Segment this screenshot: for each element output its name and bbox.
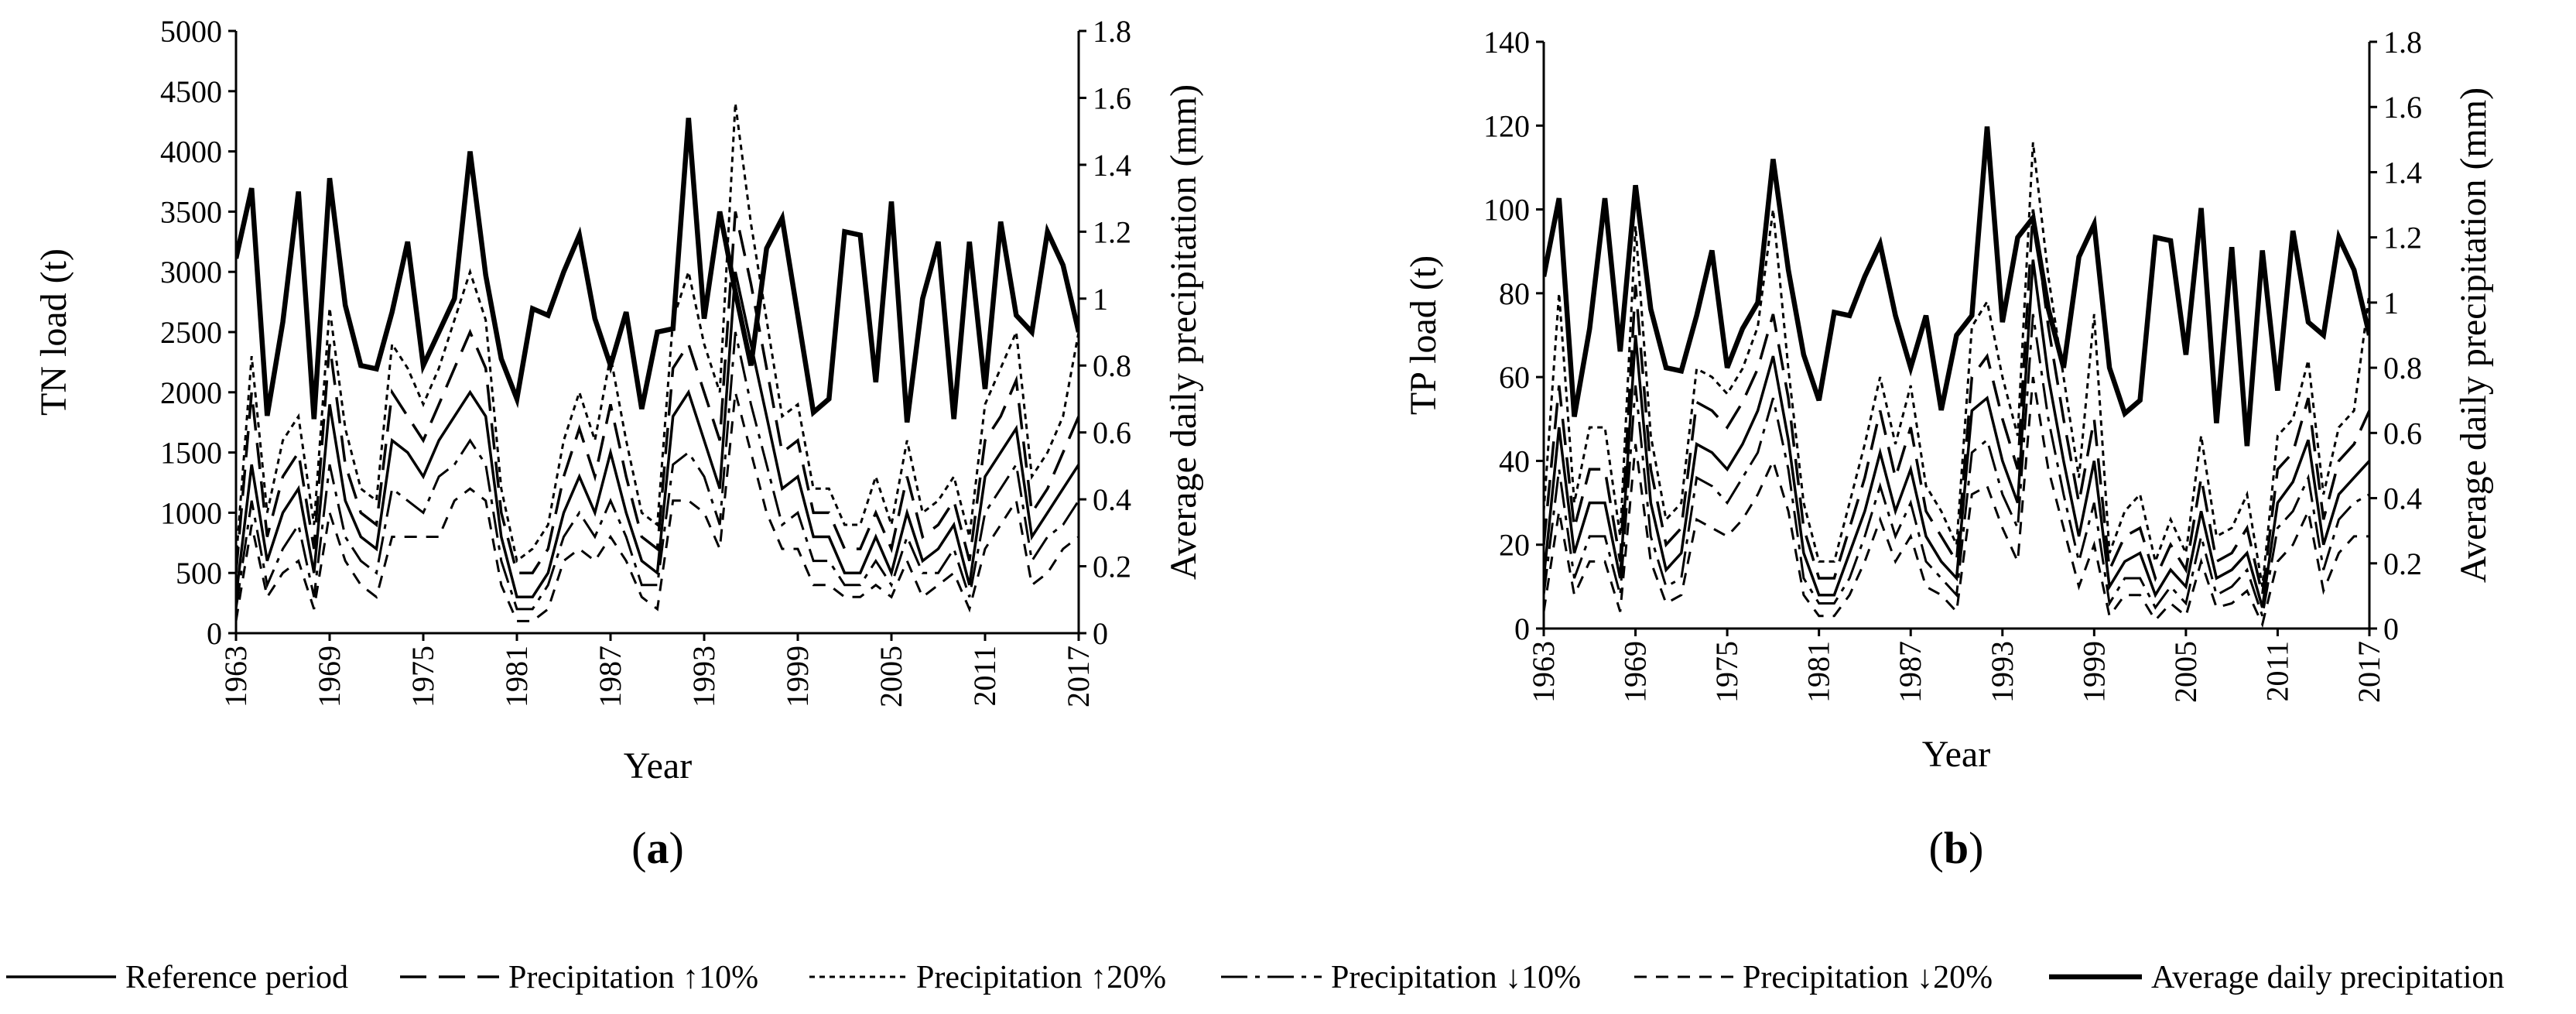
y-tick-label: 2500 bbox=[160, 315, 222, 350]
series-line-m10 bbox=[236, 331, 1079, 611]
y-tick-label: 40 bbox=[1499, 444, 1530, 478]
x-tick-label: 1975 bbox=[405, 646, 440, 707]
y2-tick-label: 0.2 bbox=[2383, 546, 2422, 581]
series-line-p10 bbox=[1544, 209, 2369, 596]
y2-axis-title: Average daily precipitation (mm) bbox=[1163, 84, 1204, 580]
x-tick-label: 2005 bbox=[874, 646, 908, 707]
x-axis-title: Year bbox=[1922, 734, 1990, 775]
y-tick-label: 4000 bbox=[160, 135, 222, 170]
x-axis-title: Year bbox=[624, 745, 692, 786]
x-tick-label: 1981 bbox=[1801, 641, 1836, 703]
series-line-p20 bbox=[236, 103, 1079, 564]
y-tick-label: 1500 bbox=[160, 436, 222, 471]
x-tick-label: 1975 bbox=[1709, 641, 1744, 703]
x-tick-label: 1999 bbox=[2076, 641, 2111, 703]
x-tick-label: 2011 bbox=[2260, 641, 2294, 702]
y-axis-title: TN load (t) bbox=[33, 248, 74, 416]
panel-label: (b) bbox=[1929, 823, 1984, 873]
y2-tick-label: 1.4 bbox=[1093, 148, 1131, 183]
legend-label-m20: Precipitation ↓20% bbox=[1743, 960, 1993, 995]
y2-tick-label: 0.4 bbox=[1093, 482, 1131, 517]
y-tick-label: 5000 bbox=[160, 14, 222, 49]
series-line-rain bbox=[1544, 126, 2369, 447]
y-tick-label: 140 bbox=[1483, 25, 1530, 60]
y-tick-label: 2000 bbox=[160, 375, 222, 410]
y-tick-label: 3000 bbox=[160, 255, 222, 289]
y2-tick-label: 0 bbox=[1093, 616, 1108, 651]
y-tick-label: 0 bbox=[207, 616, 222, 651]
y2-axis-title: Average daily precipitation (mm) bbox=[2453, 87, 2494, 583]
x-tick-label: 1993 bbox=[1985, 641, 2020, 703]
legend: Reference period Precipitation ↑10% Precip… bbox=[6, 960, 2504, 995]
y-tick-label: 500 bbox=[176, 556, 222, 591]
y2-tick-label: 1.2 bbox=[2383, 221, 2422, 255]
x-tick-label: 1969 bbox=[1618, 641, 1653, 703]
y2-tick-label: 1.8 bbox=[1093, 14, 1131, 49]
series-line-ref bbox=[236, 271, 1079, 599]
y2-tick-label: 1 bbox=[2383, 286, 2399, 320]
y2-tick-label: 1.6 bbox=[1093, 81, 1131, 115]
legend-label-p10: Precipitation ↑10% bbox=[508, 960, 758, 995]
y2-tick-label: 1.8 bbox=[2383, 25, 2422, 60]
x-tick-label: 1969 bbox=[312, 646, 347, 707]
x-tick-label: 1981 bbox=[499, 646, 534, 707]
legend-label-p20: Precipitation ↑20% bbox=[916, 960, 1166, 995]
panel-label: (a) bbox=[631, 823, 684, 873]
y-axis-title: TP load (t) bbox=[1403, 255, 1444, 415]
y2-tick-label: 0.6 bbox=[1093, 416, 1131, 450]
x-tick-label: 1987 bbox=[1893, 641, 1928, 703]
y-tick-label: 4500 bbox=[160, 74, 222, 109]
y2-tick-label: 0.4 bbox=[2383, 481, 2422, 516]
x-tick-label: 2005 bbox=[2168, 641, 2203, 703]
legend-label-m10: Precipitation ↓10% bbox=[1331, 960, 1581, 995]
chart-panel-b: 0 20 40 60 80 100 120 140 0 0.2 0.4 0.6 0.8 1 1.2 1.4 1.… bbox=[1403, 25, 2494, 873]
x-tick-label: 1963 bbox=[1526, 641, 1561, 703]
chart-panel-a: 0 500 1000 1500 2000 2500 3000 3500 4000 4500 5000… bbox=[33, 14, 1204, 873]
series-line-m20 bbox=[236, 392, 1079, 622]
legend-label-rain: Average daily precipitation bbox=[2151, 960, 2504, 995]
series-line-p20 bbox=[1544, 142, 2369, 588]
y2-tick-label: 1.4 bbox=[2383, 155, 2422, 190]
series-line-ref bbox=[1544, 259, 2369, 608]
y-tick-label: 20 bbox=[1499, 528, 1530, 563]
y2-tick-label: 0 bbox=[2383, 611, 2399, 646]
y2-tick-label: 0.6 bbox=[2383, 416, 2422, 450]
y-tick-label: 100 bbox=[1483, 193, 1530, 228]
series-line-m10 bbox=[1544, 313, 2369, 617]
y-tick-label: 0 bbox=[1514, 611, 1530, 646]
y-tick-label: 120 bbox=[1483, 108, 1530, 143]
x-tick-label: 1963 bbox=[218, 646, 253, 707]
legend-label-ref: Reference period bbox=[125, 960, 348, 995]
y2-tick-label: 0.8 bbox=[2383, 351, 2422, 385]
y2-tick-label: 1 bbox=[1093, 282, 1108, 317]
y2-tick-label: 0.2 bbox=[1093, 550, 1131, 584]
y2-tick-label: 1.2 bbox=[1093, 214, 1131, 249]
y-tick-label: 60 bbox=[1499, 360, 1530, 395]
y2-tick-label: 0.8 bbox=[1093, 348, 1131, 383]
y2-tick-label: 1.6 bbox=[2383, 90, 2422, 125]
x-tick-label: 1999 bbox=[780, 646, 815, 707]
x-tick-label: 2017 bbox=[1061, 646, 1096, 707]
y-tick-label: 1000 bbox=[160, 495, 222, 530]
x-tick-label: 2017 bbox=[2352, 641, 2386, 703]
series-line-m20 bbox=[1544, 376, 2369, 629]
y-tick-label: 80 bbox=[1499, 276, 1530, 311]
series-line-rain bbox=[236, 118, 1079, 423]
x-tick-label: 1993 bbox=[686, 646, 721, 707]
y-tick-label: 3500 bbox=[160, 194, 222, 229]
x-tick-label: 1987 bbox=[593, 646, 628, 707]
series-line-p10 bbox=[236, 211, 1079, 574]
x-tick-label: 2011 bbox=[967, 646, 1002, 707]
